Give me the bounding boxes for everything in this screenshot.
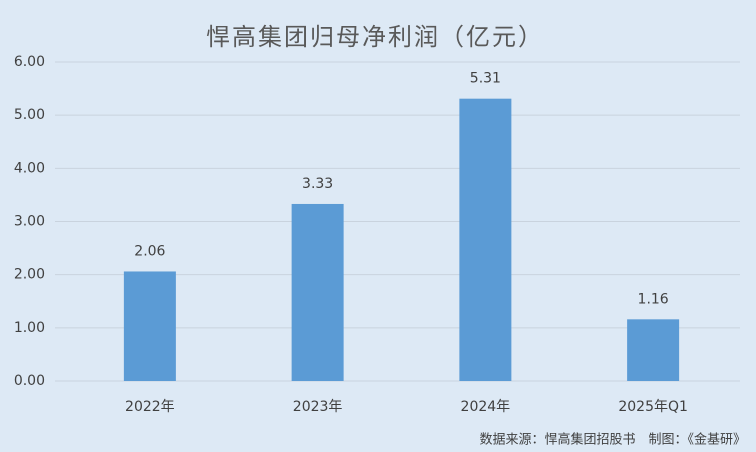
y-tick-label: 1.00 <box>14 320 45 336</box>
source-note: 数据来源：悍高集团招股书 制图：《金基研》 <box>479 432 746 448</box>
y-tick-label: 2.00 <box>14 267 45 283</box>
x-tick-label: 2024年 <box>461 399 511 415</box>
data-label: 1.16 <box>638 291 669 307</box>
x-tick-label: 2023年 <box>293 399 343 415</box>
bar <box>627 319 680 381</box>
data-label: 3.33 <box>302 176 333 192</box>
y-tick-label: 0.00 <box>14 373 45 389</box>
bar <box>459 98 512 381</box>
y-tick-label: 4.00 <box>14 160 45 176</box>
data-label: 2.06 <box>134 243 165 259</box>
x-tick-label: 2022年 <box>125 399 175 415</box>
chart-title: 悍高集团归母净利润（亿元） <box>206 23 544 51</box>
data-label: 5.31 <box>470 71 501 87</box>
y-tick-label: 5.00 <box>14 107 45 123</box>
x-tick-label: 2025年Q1 <box>618 399 688 415</box>
y-tick-label: 3.00 <box>14 214 45 230</box>
bar <box>123 271 176 381</box>
y-tick-label: 6.00 <box>14 54 45 70</box>
bar <box>291 203 344 381</box>
